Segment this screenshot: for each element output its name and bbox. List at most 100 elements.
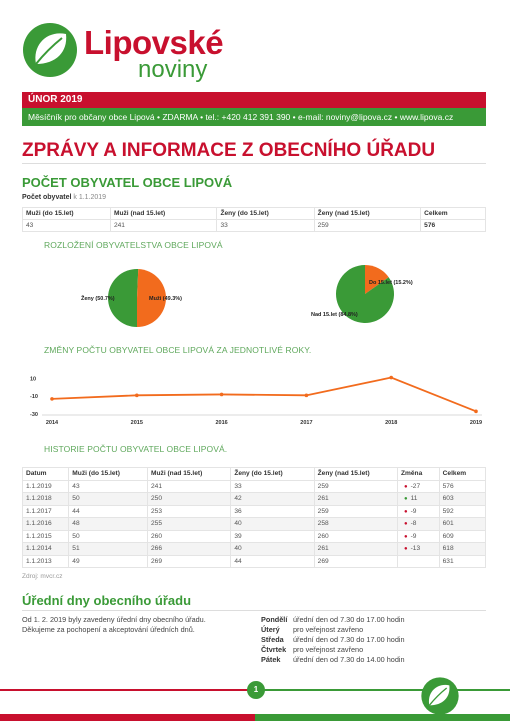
table-header: Ženy (do 15.let): [216, 207, 315, 220]
y-tick-label: -30: [30, 412, 38, 418]
office-hours-paragraph: Od 1. 2. 2019 byly zavedeny úřední dny o…: [22, 615, 206, 634]
change-cell: ● -13: [396, 542, 440, 556]
table-header: Celkem: [420, 207, 486, 220]
table-cell: 269: [313, 554, 398, 568]
office-hours-row: Úterý pro veřejnost zavřeno: [261, 625, 405, 635]
table-header: Muži (nad 15.let): [146, 467, 232, 481]
change-down-icon: ●: [403, 546, 408, 553]
table-cell: 1.1.2013: [21, 554, 70, 568]
table-cell: 44: [230, 554, 315, 568]
table-cell: 601: [438, 517, 487, 531]
caption-label: Počet obyvatel: [22, 194, 72, 201]
table-cell: 241: [109, 219, 218, 232]
table-cell: 1.1.2019: [21, 479, 70, 493]
pie-slice: [365, 265, 389, 294]
table-row: 1.1.2018 50 250 42 261 ● 11 603: [21, 492, 487, 506]
table-cell: 261: [313, 492, 398, 506]
change-down-icon: ●: [403, 533, 408, 540]
office-hours-row: Čtvrtek pro veřejnost zavřeno: [261, 645, 405, 655]
caption-value: k 1.1.2019: [73, 194, 107, 201]
change-value: -8: [410, 520, 417, 528]
pie-slice: [137, 269, 166, 327]
office-day: Pátek: [261, 655, 281, 664]
table-header-row: Muži (do 15.let) Muži (nad 15.let) Ženy …: [22, 207, 486, 220]
x-tick-label: 2015: [131, 420, 143, 426]
office-hours-row: Pondělí úřední den od 7.30 do 17.00 hodin: [261, 615, 405, 625]
office-hours-text: úřední den od 7.30 do 17.00 hodin: [293, 635, 405, 644]
page-number: 1: [247, 681, 265, 699]
x-tick-label: 2019: [470, 420, 482, 426]
change-cell: ● -9: [396, 529, 440, 543]
pie-slice: [335, 265, 394, 323]
office-day: Čtvrtek: [261, 645, 287, 654]
change-cell: ● -8: [396, 517, 440, 531]
table-cell: 43: [22, 219, 111, 232]
table-row: 43 241 33 259 576: [22, 219, 486, 232]
table-cell: 618: [438, 542, 487, 556]
change-cell: ● -9: [396, 504, 440, 518]
table-row: 1.1.2014 51 266 40 261 ● -13 618: [21, 542, 487, 556]
table-row: 1.1.2019 43 241 33 259 ● -27 576: [21, 479, 487, 493]
table-cell: 50: [68, 529, 148, 543]
change-down-icon: ●: [403, 521, 408, 528]
table-cell: [396, 554, 440, 568]
table-cell: 266: [146, 542, 232, 556]
table-cell: 1.1.2017: [21, 504, 70, 518]
table-row: 1.1.2015 50 260 39 260 ● -9 609: [21, 529, 487, 543]
table-cell: 36: [230, 504, 315, 518]
table-cell: 43: [68, 479, 148, 493]
table-cell: 49: [68, 554, 148, 568]
table-header: Změna: [396, 467, 440, 481]
divider: [22, 610, 486, 611]
population-summary-table: Muži (do 15.let) Muži (nad 15.let) Ženy …: [22, 207, 486, 232]
table-header: Ženy (do 15.let): [230, 467, 315, 481]
table-header: Ženy (nad 15.let): [313, 207, 422, 220]
change-up-icon: ●: [403, 496, 408, 503]
issue-band: ÚNOR 2019: [22, 92, 486, 108]
table-cell: 33: [230, 479, 315, 493]
pie-label: Ženy (50.7%): [81, 294, 115, 302]
change-down-icon: ●: [403, 508, 408, 515]
tagline-band: Měsíčník pro občany obce Lipová • ZDARMA…: [22, 108, 486, 126]
change-down-icon: ●: [403, 483, 408, 490]
footer-band: [0, 714, 510, 721]
table-row: 1.1.2017 44 253 36 259 ● -9 592: [21, 504, 487, 518]
office-hours-text: pro veřejnost zavřeno: [293, 625, 364, 634]
table-header: Datum: [21, 467, 70, 481]
table-header: Muži (nad 15.let): [109, 207, 218, 220]
line-chart: 10 -10 -30 2014 2015 2016 2017 2018 2019: [30, 375, 482, 426]
change-value: 11: [410, 495, 418, 503]
table-cell: 260: [313, 529, 398, 543]
table-cell: 631: [438, 554, 487, 568]
office-hours-text: úřední den od 7.30 do 14.00 hodin: [293, 655, 405, 664]
y-tick-label: -10: [30, 394, 38, 400]
table-row: 1.1.2013 49 269 44 269 631: [21, 554, 487, 568]
pie-slice: [107, 269, 139, 327]
table-cell: 42: [230, 492, 315, 506]
table-cell: 603: [438, 492, 487, 506]
office-hours-row: Pátek úřední den od 7.30 do 14.00 hodin: [261, 655, 405, 665]
history-title: HISTORIE POČTU OBYVATEL OBCE LIPOVÁ.: [44, 444, 228, 454]
table-cell: 1.1.2014: [21, 542, 70, 556]
linden-leaf-icon: [23, 23, 77, 77]
x-tick-label: 2014: [46, 420, 59, 426]
page-headline: ZPRÁVY A INFORMACE Z OBECNÍHO ÚŘADU: [22, 140, 436, 161]
line-point: [389, 375, 394, 380]
divider: [22, 163, 486, 164]
table-cell: 592: [438, 504, 487, 518]
table-header: Muži (do 15.let): [68, 467, 148, 481]
table-header: Muži (do 15.let): [22, 207, 111, 220]
table-cell: 1.1.2016: [21, 517, 70, 531]
source-note: Zdroj: mvcr.cz: [22, 573, 63, 580]
change-value: -9: [410, 507, 417, 515]
table-cell: 253: [146, 504, 232, 518]
change-value: -9: [410, 532, 417, 540]
history-table: Datum Muži (do 15.let) Muži (nad 15.let)…: [21, 467, 487, 568]
table-cell: 40: [230, 517, 315, 531]
table-cell: 258: [313, 517, 398, 531]
change-value: -27: [410, 482, 421, 490]
table-cell-total: 576: [420, 219, 486, 232]
x-tick-label: 2018: [385, 420, 397, 426]
change-value: -13: [410, 545, 421, 553]
table-header: Celkem: [438, 467, 487, 481]
